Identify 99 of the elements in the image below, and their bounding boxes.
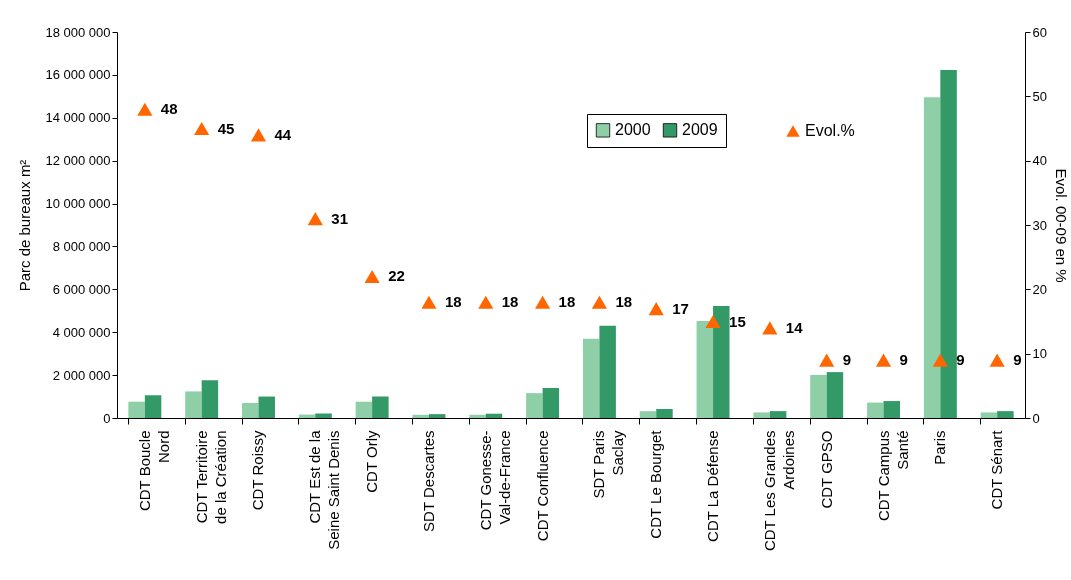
x-tick-label: CDT Confluence (533, 430, 551, 542)
bar (599, 325, 616, 418)
point (819, 353, 835, 367)
bar (826, 372, 844, 418)
x-tick-label: SDT Descartes (419, 430, 437, 532)
bar (128, 401, 145, 418)
y-tick-label: 2 000 000 (52, 367, 111, 383)
bar (940, 69, 957, 418)
data-label: 17 (672, 299, 689, 317)
data-label: 22 (388, 267, 405, 285)
bar (753, 412, 770, 418)
y2-tick-label: 40 (1032, 153, 1047, 169)
y2-tick-label: 10 (1032, 346, 1047, 362)
point (989, 353, 1005, 367)
x-tick-label: CDT La Défense (704, 430, 722, 542)
x-tick-label: CDT Orly (363, 430, 381, 493)
data-label: 18 (615, 293, 633, 311)
data-label: 18 (558, 293, 576, 311)
x-tick-label: SDT Paris Saclay (590, 430, 627, 499)
bar (883, 401, 900, 418)
x-tick-label: Paris (931, 430, 949, 465)
bar (867, 402, 884, 418)
data-label: 18 (501, 293, 519, 311)
legend-label: Evol.% (805, 122, 855, 139)
y2-tick-label: 50 (1032, 88, 1047, 104)
y2-tick-label: 60 (1032, 24, 1047, 40)
point (762, 321, 778, 335)
legend-label: 2000 (615, 121, 651, 139)
y-axis-title: Parc de bureaux m² (16, 159, 34, 292)
legend-label: 2009 (682, 121, 718, 139)
y-tick-label: 4 000 000 (52, 324, 111, 340)
y-tick-label: 6 000 000 (52, 281, 111, 297)
x-tick-label: CDT Roissy (249, 430, 267, 511)
data-label: 14 (785, 318, 804, 336)
y-tick-label: 10 000 000 (45, 196, 111, 212)
bar (997, 411, 1014, 418)
bar (372, 396, 389, 418)
point (364, 269, 380, 284)
data-label: 9 (1013, 351, 1022, 369)
x-tick-label: CDT Sénart (988, 429, 1006, 510)
data-label: 48 (160, 100, 178, 118)
bar (923, 97, 941, 418)
y-tick-label: 18 000 000 (45, 24, 111, 40)
bar (469, 414, 486, 418)
y2-tick-label: 30 (1032, 217, 1047, 233)
bar (412, 414, 429, 418)
data-label: 9 (899, 351, 908, 369)
bar (526, 393, 543, 418)
bar (355, 401, 373, 418)
y2-tick-label: 20 (1032, 281, 1047, 297)
x-tick-label: CDT Boucle Nord (135, 430, 172, 512)
point (535, 295, 551, 309)
y-tick-label: 16 000 000 (45, 67, 111, 83)
x-tick-label: CDT Campus Santé (874, 430, 911, 522)
x-tick-label: CDT Le Bourget (647, 429, 665, 539)
bar (582, 338, 600, 418)
point (648, 302, 664, 316)
point (478, 295, 494, 309)
bar (242, 402, 259, 418)
y2-axis-title: Evol. 00-09 en % (1052, 168, 1070, 283)
data-label: 44 (274, 125, 292, 143)
y-tick-label: 14 000 000 (45, 110, 111, 126)
data-label: 9 (842, 351, 852, 369)
bar (201, 380, 219, 418)
y-tick-label: 0 (103, 410, 111, 426)
bar (713, 306, 730, 418)
point (705, 314, 721, 329)
bar (769, 411, 787, 418)
bar (980, 412, 998, 418)
bar (185, 391, 202, 418)
point (307, 212, 323, 226)
point (591, 295, 607, 309)
point (250, 128, 267, 142)
y-tick-label: 8 000 000 (52, 238, 111, 254)
bar (485, 413, 503, 418)
bar (428, 414, 446, 418)
bar (656, 408, 673, 418)
x-tick-label: CDT Les Grandes Ardoines (760, 430, 797, 552)
point (194, 121, 210, 136)
data-label: 15 (729, 312, 746, 330)
point (875, 353, 892, 367)
x-tick-label: CDT GPSO (817, 430, 835, 509)
y2-tick-label: 0 (1032, 410, 1040, 426)
bar (315, 413, 332, 418)
data-label: 18 (444, 293, 462, 311)
bar (542, 387, 560, 418)
x-tick-label: CDT Territoire de la Création (192, 430, 229, 524)
x-tick-label: CDT Gonesse-Val-de-France (476, 430, 513, 531)
data-label: 45 (217, 119, 235, 137)
data-label: 31 (331, 209, 348, 227)
y-tick-label: 12 000 000 (45, 153, 111, 169)
point (421, 295, 437, 309)
point (137, 102, 153, 116)
bar (696, 321, 714, 418)
bar (639, 411, 657, 418)
bar (258, 396, 275, 418)
point (932, 353, 948, 367)
bar (144, 395, 162, 418)
bar (810, 374, 827, 418)
